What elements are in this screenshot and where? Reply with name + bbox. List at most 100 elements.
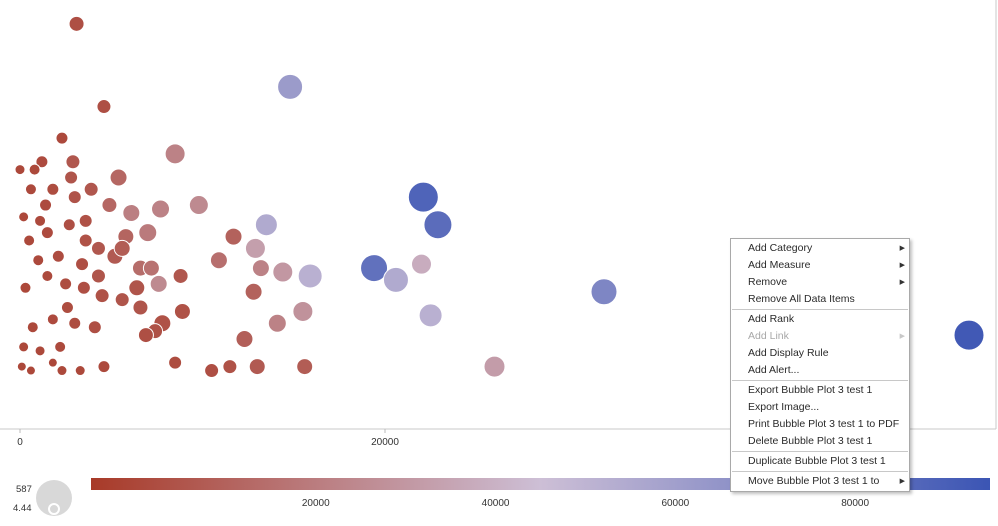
bubble[interactable] xyxy=(296,358,314,376)
bubble[interactable] xyxy=(173,302,191,320)
bubble[interactable] xyxy=(953,319,985,351)
bubble[interactable] xyxy=(67,190,82,205)
bubble[interactable] xyxy=(204,363,220,379)
bubble[interactable] xyxy=(54,340,67,353)
bubble[interactable] xyxy=(109,168,128,187)
bubble[interactable] xyxy=(28,163,41,176)
bubble[interactable] xyxy=(32,254,45,267)
bubble[interactable] xyxy=(222,359,238,375)
bubble[interactable] xyxy=(83,181,99,197)
bubble[interactable] xyxy=(188,195,209,216)
bubble[interactable] xyxy=(113,239,131,257)
bubble[interactable] xyxy=(25,365,36,376)
bubble[interactable] xyxy=(39,198,53,212)
bubble[interactable] xyxy=(96,99,112,115)
bubble[interactable] xyxy=(46,182,60,196)
bubble[interactable] xyxy=(407,181,439,213)
bubble[interactable] xyxy=(244,282,263,301)
bubble[interactable] xyxy=(209,251,228,270)
bubble[interactable] xyxy=(41,269,54,282)
bubble[interactable] xyxy=(224,227,243,246)
menu-item-add-display-rule[interactable]: Add Display Rule xyxy=(731,345,909,362)
menu-item-delete-bubble-plot-3-test-1[interactable]: Delete Bubble Plot 3 test 1 xyxy=(731,433,909,450)
bubble[interactable] xyxy=(94,288,110,304)
bubble[interactable] xyxy=(297,263,323,289)
bubble[interactable] xyxy=(235,330,254,349)
bubble[interactable] xyxy=(138,223,158,243)
bubble[interactable] xyxy=(97,360,111,374)
bubble[interactable] xyxy=(74,365,86,377)
bubble[interactable] xyxy=(78,213,93,228)
bubble[interactable] xyxy=(40,226,54,240)
bubble[interactable] xyxy=(292,300,314,322)
bubble[interactable] xyxy=(101,197,118,214)
bubble[interactable] xyxy=(248,358,266,376)
bubble[interactable] xyxy=(34,214,47,227)
bubble[interactable] xyxy=(56,365,68,377)
bubble[interactable] xyxy=(142,259,160,277)
bubble[interactable] xyxy=(19,281,32,294)
bubble[interactable] xyxy=(16,361,27,372)
bubble[interactable] xyxy=(164,143,186,165)
bubble[interactable] xyxy=(149,274,168,293)
bubble[interactable] xyxy=(55,131,69,145)
bubble[interactable] xyxy=(423,210,453,240)
bubble[interactable] xyxy=(23,234,36,247)
bubble[interactable] xyxy=(122,203,141,222)
bubble[interactable] xyxy=(151,199,171,219)
menu-item-add-category[interactable]: Add Category ▶ xyxy=(731,240,909,257)
bubble[interactable] xyxy=(47,357,58,368)
menu-item-remove-all-data-items[interactable]: Remove All Data Items xyxy=(731,291,909,308)
bubble[interactable] xyxy=(254,213,278,237)
bubble[interactable] xyxy=(46,313,59,326)
bubble[interactable] xyxy=(35,155,49,169)
bubble[interactable] xyxy=(18,211,30,223)
menu-item-print-bubble-plot-3-test-1-to-pdf[interactable]: Print Bubble Plot 3 test 1 to PDF xyxy=(731,416,909,433)
bubble[interactable] xyxy=(87,320,102,335)
bubble[interactable] xyxy=(168,355,183,370)
bubble[interactable] xyxy=(26,321,39,334)
bubble[interactable] xyxy=(244,237,266,259)
bubble[interactable] xyxy=(267,313,287,333)
menu-item-remove[interactable]: Remove ▶ xyxy=(731,274,909,291)
bubble[interactable] xyxy=(68,316,82,330)
bubble[interactable] xyxy=(411,253,432,275)
bubble[interactable] xyxy=(59,277,73,291)
bubble[interactable] xyxy=(137,327,154,344)
bubble[interactable] xyxy=(128,279,146,297)
menu-item-add-measure[interactable]: Add Measure ▶ xyxy=(731,257,909,274)
bubble[interactable] xyxy=(51,249,65,263)
bubble[interactable] xyxy=(76,280,91,295)
menu-item-add-rank[interactable]: Add Rank xyxy=(731,311,909,328)
bubble[interactable] xyxy=(172,267,189,284)
bubble[interactable] xyxy=(590,278,618,306)
bubble[interactable] xyxy=(382,266,409,293)
bubble[interactable] xyxy=(75,257,90,272)
bubble[interactable] xyxy=(60,301,74,314)
bubble[interactable] xyxy=(64,170,79,185)
bubble[interactable] xyxy=(78,233,93,248)
bubble[interactable] xyxy=(18,341,30,353)
size-legend-bubble xyxy=(36,480,72,516)
bubble[interactable] xyxy=(251,259,270,278)
bubble[interactable] xyxy=(34,345,46,357)
bubble[interactable] xyxy=(24,183,37,196)
bubble[interactable] xyxy=(360,254,389,283)
menu-item-add-alert[interactable]: Add Alert... xyxy=(731,362,909,379)
bubble[interactable] xyxy=(90,268,106,284)
bubble[interactable] xyxy=(132,299,149,316)
menu-item-export-image[interactable]: Export Image... xyxy=(731,399,909,416)
menu-item-duplicate-bubble-plot-3-test-1[interactable]: Duplicate Bubble Plot 3 test 1 xyxy=(731,453,909,470)
bubble[interactable] xyxy=(114,292,130,308)
bubble[interactable] xyxy=(62,218,76,232)
bubble[interactable] xyxy=(483,355,506,378)
bubble[interactable] xyxy=(272,261,294,283)
bubble[interactable] xyxy=(65,154,81,170)
menu-item-move-bubble-plot-3-test-1-to[interactable]: Move Bubble Plot 3 test 1 to ▶ xyxy=(731,473,909,490)
bubble[interactable] xyxy=(68,15,85,32)
bubble[interactable] xyxy=(277,73,304,100)
bubble[interactable] xyxy=(14,164,26,176)
bubble[interactable] xyxy=(418,303,443,328)
bubble[interactable] xyxy=(90,240,106,256)
menu-item-export-bubble-plot-3-test-1[interactable]: Export Bubble Plot 3 test 1 xyxy=(731,382,909,399)
